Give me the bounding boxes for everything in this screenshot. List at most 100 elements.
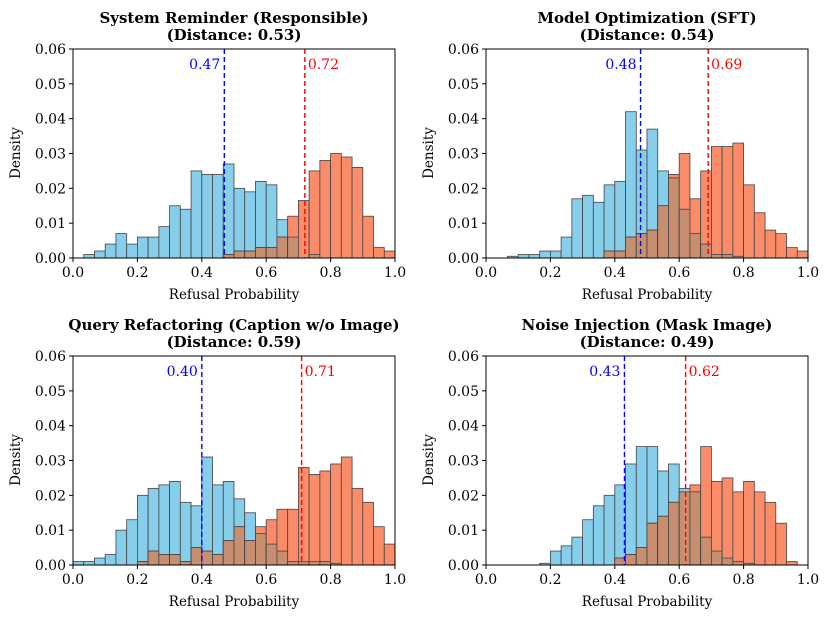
- y-tick-label: 0.04: [35, 419, 66, 435]
- bar-blue-9: [582, 194, 594, 259]
- x-tick-label: 0.0: [475, 572, 497, 588]
- x-tick-label: 0.6: [255, 572, 277, 588]
- bar-blue-15: [233, 187, 246, 259]
- y-tick-label: 0.01: [35, 216, 66, 232]
- bar-overlap-21: [710, 254, 723, 259]
- bar-red-21: [297, 467, 310, 566]
- bar-red-29: [383, 543, 396, 566]
- panel-title: System Reminder (Responsible): [99, 9, 368, 27]
- bar-overlap-22: [308, 561, 321, 566]
- x-axis-label: Refusal Probability: [582, 287, 713, 303]
- bar-overlap-18: [678, 491, 691, 566]
- bar-red-23: [319, 470, 331, 566]
- y-tick-label: 0.06: [35, 349, 66, 365]
- bar-red-22: [721, 146, 734, 259]
- bar-red-27: [775, 233, 787, 259]
- bar-red-28: [373, 247, 385, 259]
- bar-overlap-17: [255, 533, 267, 566]
- bar-red-26: [351, 167, 364, 259]
- x-tick-label: 1.0: [384, 265, 406, 281]
- x-tick-label: 0.2: [539, 572, 561, 588]
- bar-overlap-18: [265, 247, 278, 259]
- y-tick-label: 0.03: [448, 147, 479, 163]
- bar-overlap-17: [668, 501, 680, 566]
- x-tick-label: 0.2: [539, 265, 561, 281]
- bar-red-27: [362, 215, 374, 259]
- bar-red-25: [340, 156, 353, 259]
- x-tick-label: 1.0: [797, 572, 819, 588]
- y-tick-label: 0.04: [35, 112, 66, 128]
- bar-overlap-22: [721, 254, 734, 259]
- bar-blue-11: [603, 494, 616, 566]
- bar-overlap-15: [233, 250, 246, 259]
- bar-overlap-9: [169, 554, 181, 566]
- bar-red-22: [721, 477, 734, 566]
- bar-red-24: [330, 153, 342, 259]
- bar-overlap-16: [244, 540, 256, 566]
- x-tick-label: 0.2: [126, 572, 148, 588]
- bar-overlap-19: [689, 233, 702, 259]
- bar-overlap-14: [222, 540, 235, 566]
- bar-blue-4: [115, 233, 128, 259]
- bar-red-20: [287, 508, 299, 566]
- bar-blue-12: [201, 174, 213, 259]
- bar-red-22: [308, 474, 321, 566]
- bar-red-26: [764, 501, 777, 566]
- bar-blue-4: [115, 529, 128, 566]
- y-tick-label: 0.03: [448, 454, 479, 470]
- bar-overlap-7: [147, 550, 160, 566]
- bar-overlap-20: [700, 243, 712, 259]
- x-axis-label: Refusal Probability: [169, 287, 300, 303]
- bar-blue-6: [137, 236, 149, 259]
- y-tick-label: 0.06: [448, 349, 479, 365]
- plot-area: 0.40 0.71 0.0 0.2 0.4 0.6 0.8 1.0 0.00 0.01 0.02 0.…: [35, 349, 406, 588]
- bar-red-27: [362, 501, 374, 566]
- y-tick-label: 0.03: [35, 147, 66, 163]
- y-tick-label: 0.02: [448, 488, 479, 504]
- bar-blue-8: [571, 536, 584, 566]
- bar-overlap-11: [603, 250, 616, 259]
- mean-label: 0.69: [711, 57, 742, 73]
- x-axis-label: Refusal Probability: [582, 594, 713, 610]
- bar-red-26: [764, 229, 777, 259]
- bar-overlap-15: [646, 522, 659, 566]
- bar-red-25: [340, 456, 353, 566]
- bar-blue-13: [625, 463, 637, 566]
- bar-blue-5: [126, 243, 138, 259]
- bar-overlap-22: [721, 557, 734, 566]
- panel-subtitle: (Distance: 0.54): [580, 26, 715, 44]
- y-tick-label: 0.06: [35, 42, 66, 58]
- x-tick-label: 0.8: [319, 265, 341, 281]
- bar-blue-7: [560, 236, 573, 259]
- bar-blue-9: [169, 205, 181, 259]
- bar-blue-17: [255, 180, 267, 259]
- y-axis-label: Density: [8, 127, 24, 179]
- bar-red-24: [330, 463, 342, 566]
- y-tick-label: 0.01: [448, 523, 479, 539]
- bar-red-29: [383, 250, 396, 259]
- bar-overlap-11: [190, 547, 203, 566]
- bar-red-24: [743, 481, 755, 566]
- bar-overlap-14: [635, 233, 648, 259]
- x-tick-label: 0.4: [191, 265, 213, 281]
- bar-overlap-22: [308, 254, 321, 259]
- bar-overlap-13: [625, 236, 637, 259]
- y-tick-label: 0.04: [448, 419, 479, 435]
- y-axis-label: Density: [421, 127, 437, 179]
- mean-label: 0.40: [167, 364, 198, 380]
- panel-system-reminder: System Reminder (Responsible) (Distance:…: [8, 9, 406, 303]
- panel-subtitle: (Distance: 0.53): [167, 26, 302, 44]
- panel-query-refactoring: Query Refactoring (Caption w/o Image) (D…: [8, 316, 406, 610]
- bar-overlap-17: [255, 247, 267, 259]
- bar-red-23: [732, 142, 744, 259]
- mean-label: 0.43: [589, 364, 620, 380]
- y-tick-label: 0.01: [35, 523, 66, 539]
- bar-blue-13: [212, 484, 224, 566]
- x-tick-label: 0.2: [126, 265, 148, 281]
- panel-title: Noise Injection (Mask Image): [522, 316, 773, 334]
- bar-overlap-13: [625, 554, 637, 566]
- bar-blue-18: [265, 184, 278, 259]
- bar-red-25: [753, 212, 766, 259]
- bar-overlap-19: [689, 491, 702, 566]
- plot-area: 0.48 0.69 0.0 0.2 0.4 0.6 0.8 1.0 0.00 0.01 0.02 0.…: [448, 42, 819, 281]
